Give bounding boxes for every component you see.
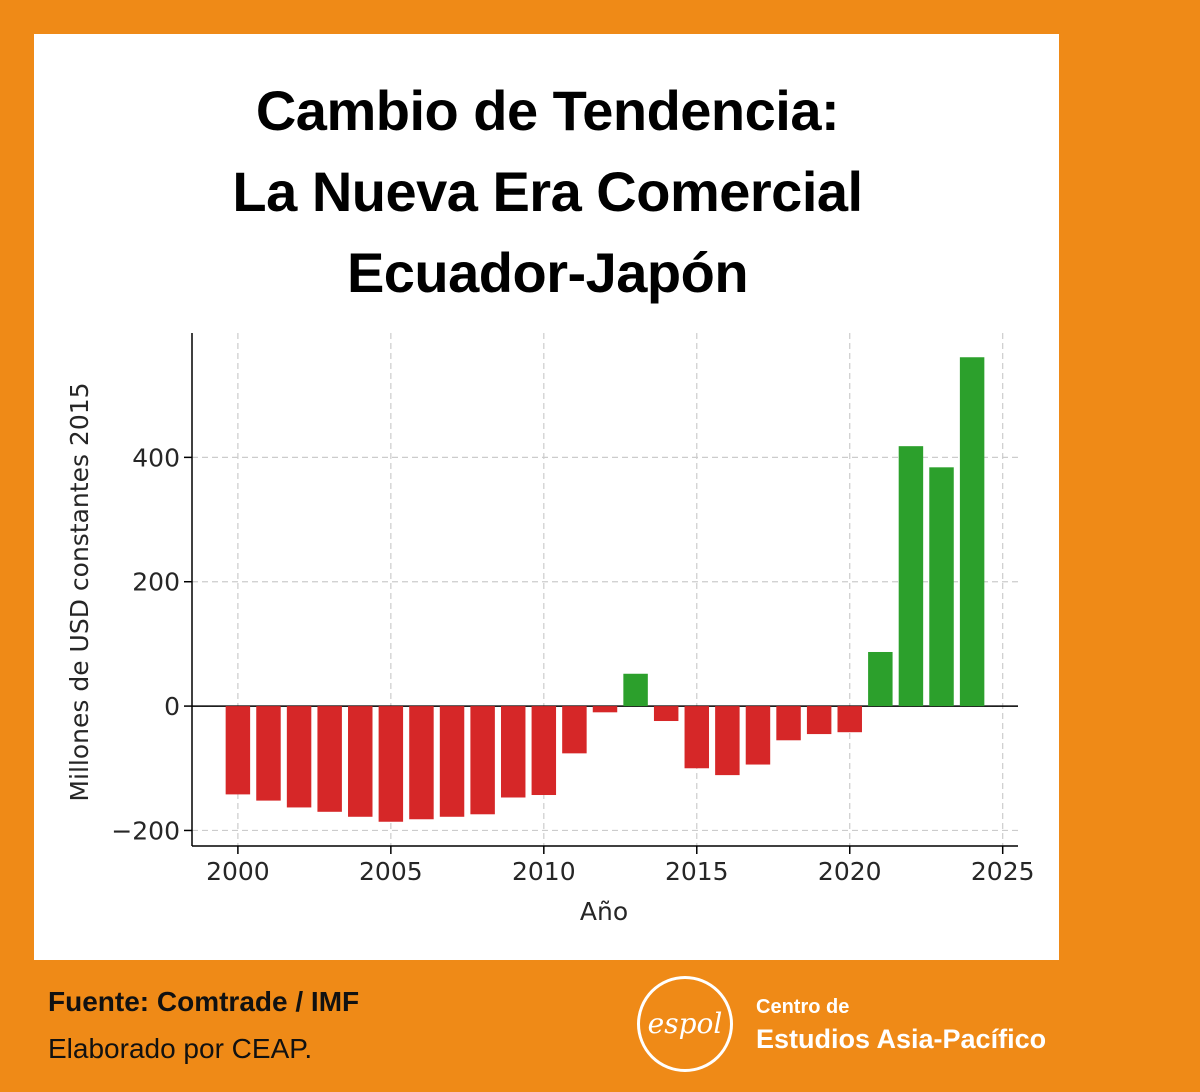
bar-2002 [286, 706, 312, 808]
y-tick-label: 400 [132, 443, 180, 472]
bar-2000 [225, 706, 251, 795]
bar-2018 [776, 706, 801, 741]
x-tick-label: 2015 [665, 857, 729, 886]
source-note: Fuente: Comtrade / IMF [48, 986, 360, 1017]
bar-2014 [653, 706, 679, 722]
y-tick-label: 200 [132, 568, 180, 597]
x-tick-label: 2010 [512, 857, 576, 886]
espol-logo: espol [637, 976, 733, 1072]
bar-2009 [500, 706, 526, 798]
title-line-2: La Nueva Era Comercial [232, 160, 863, 223]
bar-2024 [959, 357, 985, 707]
axes [191, 333, 1018, 847]
x-ticks: 2000 2005 2010 2015 2020 2025 [206, 846, 1035, 886]
page-title: Cambio de Tendencia: La Nueva Era Comerc… [0, 70, 1095, 313]
grid-lines [192, 333, 1018, 846]
bar-2017 [745, 706, 771, 765]
org-name-line-1: Centro de [756, 996, 850, 1018]
logo-wordmark: espol [647, 1007, 723, 1040]
bar-2015 [684, 706, 710, 769]
x-tick-label: 2000 [206, 857, 270, 886]
bar-2011 [562, 706, 587, 754]
bar-2013 [623, 673, 648, 707]
bar-2010 [531, 706, 557, 796]
bar-2007 [439, 706, 465, 817]
bar-2004 [348, 706, 373, 817]
bar-2005 [378, 706, 404, 822]
y-ticks: −200 0 200 400 [111, 443, 192, 845]
x-tick-label: 2005 [359, 857, 423, 886]
bar-2006 [409, 706, 434, 820]
title-line-3: Ecuador-Japón [346, 241, 749, 304]
bar-2016 [715, 706, 740, 776]
y-tick-label: −200 [111, 816, 180, 845]
org-name-line-2: Estudios Asia-Pacífico [756, 1024, 1047, 1054]
bar-2012 [592, 706, 618, 713]
bar-2020 [837, 706, 862, 733]
chart-card [34, 34, 1059, 960]
credit-note: Elaborado por CEAP. [48, 1033, 313, 1064]
bars [225, 357, 985, 822]
y-tick-label: 0 [164, 692, 180, 721]
x-tick-label: 2020 [818, 857, 882, 886]
bar-2023 [929, 467, 954, 707]
y-axis-title: Millones de USD constantes 2015 [65, 382, 94, 801]
x-tick-label: 2025 [971, 857, 1035, 886]
bar-2021 [868, 651, 893, 707]
title-line-1: Cambio de Tendencia: [255, 79, 840, 142]
bar-2019 [806, 706, 832, 735]
bar-2008 [470, 706, 495, 815]
x-axis-title: Año [580, 897, 628, 926]
bar-2001 [256, 706, 281, 801]
bar-2022 [898, 446, 924, 707]
bar-2003 [317, 706, 342, 812]
